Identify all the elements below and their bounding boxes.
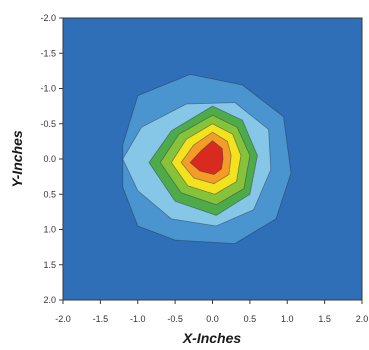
y-axis-title: Y-Inches	[9, 130, 25, 188]
y-tick-label: -2.0	[40, 13, 56, 23]
x-tick-label: 0.5	[244, 314, 257, 324]
x-tick-label: 1.0	[281, 314, 294, 324]
y-tick-label: -1.5	[40, 48, 56, 58]
y-tick-label: 1.5	[43, 260, 56, 270]
x-tick-label: -1.0	[130, 314, 146, 324]
x-tick-label: 0.0	[206, 314, 219, 324]
x-tick-label: -2.0	[55, 314, 71, 324]
y-tick-label: -1.0	[40, 84, 56, 94]
x-tick-label: 2.0	[356, 314, 369, 324]
x-tick-label: -1.5	[93, 314, 109, 324]
y-tick-label: -0.5	[40, 119, 56, 129]
y-tick-label: 0.0	[43, 154, 56, 164]
x-tick-label: 1.5	[318, 314, 331, 324]
y-tick-label: 1.0	[43, 225, 56, 235]
x-tick-label: -0.5	[167, 314, 183, 324]
contour-level-7	[189, 140, 224, 175]
y-tick-label: 0.5	[43, 189, 56, 199]
y-tick-label: 2.0	[43, 295, 56, 305]
x-axis-title: X-Inches	[182, 330, 242, 346]
